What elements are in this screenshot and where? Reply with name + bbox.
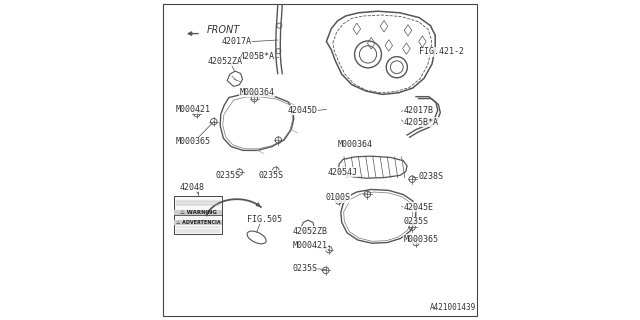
Text: 0235S: 0235S: [404, 217, 429, 226]
Text: FIG.421-2: FIG.421-2: [419, 47, 463, 56]
Text: 0100S: 0100S: [326, 193, 351, 202]
Bar: [174, 220, 222, 225]
Text: 4205B*A: 4205B*A: [239, 52, 275, 61]
Text: 0238S: 0238S: [419, 172, 444, 181]
Text: 42052ZA: 42052ZA: [207, 57, 243, 66]
Text: 0235S: 0235S: [215, 171, 240, 180]
Text: 42017A: 42017A: [221, 37, 251, 46]
Text: M000421: M000421: [292, 241, 328, 250]
Text: M000364: M000364: [338, 140, 372, 149]
Text: 42052ZB: 42052ZB: [292, 227, 328, 236]
Text: M000365: M000365: [404, 235, 439, 244]
Bar: [174, 196, 222, 234]
Text: 0235S: 0235S: [259, 171, 284, 180]
Text: M000421: M000421: [176, 105, 211, 114]
Text: ⚠ WARNING: ⚠ WARNING: [180, 210, 216, 215]
Text: 42048: 42048: [180, 183, 205, 192]
Text: 42054J: 42054J: [328, 168, 358, 177]
Text: 42017B: 42017B: [404, 106, 434, 115]
Bar: [174, 210, 222, 215]
Text: 0235S: 0235S: [292, 264, 318, 273]
Text: 42045E: 42045E: [404, 203, 434, 212]
Text: ⚠ ADVERTENCIA: ⚠ ADVERTENCIA: [176, 220, 220, 225]
Text: A421001439: A421001439: [430, 303, 476, 312]
Text: 42045D: 42045D: [287, 106, 317, 115]
Text: M000364: M000364: [239, 88, 275, 97]
Text: FRONT: FRONT: [206, 25, 239, 36]
Text: 4205B*A: 4205B*A: [404, 118, 439, 127]
Text: FIG.505: FIG.505: [247, 215, 282, 224]
Text: M000365: M000365: [176, 137, 211, 146]
